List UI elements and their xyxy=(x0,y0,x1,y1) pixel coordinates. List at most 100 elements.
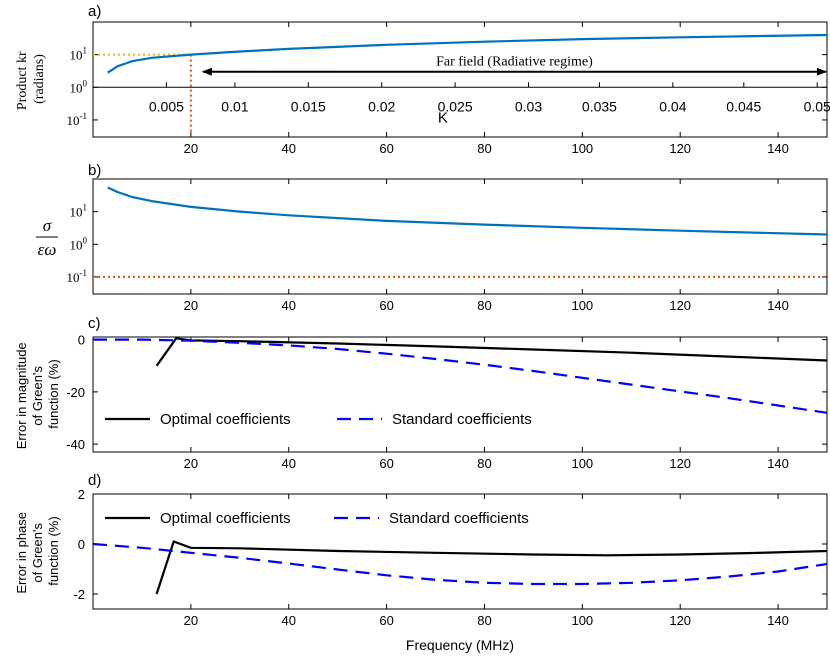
x-tick-label: 100 xyxy=(571,456,593,471)
y-axis-label-c-line3: function (%) xyxy=(46,359,61,428)
k-tick-label: 0.01 xyxy=(221,98,248,114)
series-line-standard-coefficients xyxy=(92,542,828,586)
panel-b: b) 20 40 60 80 100 120 140 10-1 100 101 σ εω xyxy=(36,162,828,313)
k-tick-label: 0.02 xyxy=(368,98,395,114)
y-tick-label: 0 xyxy=(78,537,85,552)
secondary-k-axis: K 0.005 0.01 0.015 0.02 0.025 0.03 0.035 0.04 0.… xyxy=(93,82,830,126)
y-tick-label: 0 xyxy=(78,333,85,348)
panel-c: c) 20 40 60 80 100 120 140 0 -20 -40 Optimal coef… xyxy=(14,315,828,471)
y-tick-label: -2 xyxy=(73,587,85,602)
x-tick-label: 80 xyxy=(477,613,491,628)
y-axis-label-c-line2: of Green's xyxy=(30,366,45,426)
y-axis-label-d-line1: Error in phase xyxy=(14,512,29,594)
x-tick-label: 100 xyxy=(571,613,593,628)
x-tick-label: 140 xyxy=(767,298,789,313)
x-tick-label: 40 xyxy=(281,298,295,313)
y-tick-label: 2 xyxy=(78,487,85,502)
legend-d-optimal-label: Optimal coefficients xyxy=(160,510,291,527)
x-tick-label: 20 xyxy=(184,298,198,313)
axes-frame-c xyxy=(92,336,828,453)
x-tick-label: 60 xyxy=(379,456,393,471)
y-axis-label-c: Error in magnitude of Green's function (… xyxy=(14,339,61,450)
y-axis-label-c-line1: Error in magnitude xyxy=(14,342,29,449)
x-tick-label: 120 xyxy=(669,298,691,313)
k-tick-label: 0.045 xyxy=(726,98,761,114)
axes-ticks-b: 20 40 60 80 100 120 140 10-1 100 101 xyxy=(67,179,827,313)
x-tick-label: 80 xyxy=(477,141,491,156)
y-axis-label-d-line2: of Green's xyxy=(30,523,45,583)
x-tick-label: 20 xyxy=(184,613,198,628)
x-tick-label: 20 xyxy=(184,141,198,156)
x-tick-label: 140 xyxy=(767,613,789,628)
k-tick-label: 0.04 xyxy=(659,98,686,114)
series-line-optimal-coefficients xyxy=(155,540,828,595)
k-tick-label: 0.05 xyxy=(804,98,830,114)
x-axis-label: Frequency (MHz) xyxy=(406,637,514,653)
series-group-a xyxy=(107,33,828,74)
legend-c-standard-label: Standard coefficients xyxy=(392,411,532,428)
y-axis-label-d-line3: function (%) xyxy=(46,516,61,585)
panel-label-a: a) xyxy=(88,3,101,20)
x-tick-label: 40 xyxy=(281,613,295,628)
y-axis-label-a-line2: (radians) xyxy=(32,54,47,104)
panel-a: a) 20 40 60 80 100 120 140 10-1 100 101 K 0.005 0.… xyxy=(15,3,830,156)
k-tick-label: 0.035 xyxy=(582,98,617,114)
ylabel-denominator: εω xyxy=(38,240,57,259)
x-tick-label: 100 xyxy=(571,141,593,156)
x-tick-label: 120 xyxy=(669,613,691,628)
x-tick-label: 60 xyxy=(379,141,393,156)
y-tick-label: -20 xyxy=(66,385,85,400)
legend-c: Optimal coefficients Standard coefficien… xyxy=(105,411,532,428)
y-axis-label-a: Product kr (radians) xyxy=(15,48,47,110)
y-tick-label: 100 xyxy=(70,78,88,95)
y-axis-label-b: σ εω xyxy=(36,216,58,259)
panel-label-c: c) xyxy=(88,315,101,332)
y-tick-label: 10-1 xyxy=(67,111,88,128)
x-tick-label: 80 xyxy=(477,456,491,471)
series-line-kr xyxy=(107,33,828,74)
legend-c-optimal-label: Optimal coefficients xyxy=(160,411,291,428)
x-tick-label: 20 xyxy=(184,456,198,471)
legend-d: Optimal coefficients Standard coefficien… xyxy=(105,510,529,527)
series-group-c xyxy=(93,337,828,414)
y-tick-label: -40 xyxy=(66,437,85,452)
x-tick-label: 60 xyxy=(379,613,393,628)
x-tick-label: 60 xyxy=(379,298,393,313)
k-tick-label: 0.005 xyxy=(149,98,184,114)
panel-label-d: d) xyxy=(88,472,101,489)
x-tick-label: 140 xyxy=(767,141,789,156)
series-line-sigma-over-eps-omega xyxy=(107,186,828,236)
x-tick-label: 40 xyxy=(281,456,295,471)
axes-frame-a xyxy=(92,21,828,138)
y-axis-label-a-line1: Product kr xyxy=(15,51,30,110)
x-tick-label: 100 xyxy=(571,298,593,313)
far-field-label: Far field (Radiative regime) xyxy=(436,55,593,70)
k-tick-label: 0.025 xyxy=(438,98,473,114)
y-tick-label: 10-1 xyxy=(67,268,88,285)
axes-ticks-a: 20 40 60 80 100 120 140 10-1 100 101 xyxy=(67,22,827,156)
legend-d-standard-label: Standard coefficients xyxy=(389,510,529,527)
series-line-standard-coefficients xyxy=(93,338,828,414)
k-axis-label: K xyxy=(438,109,448,126)
k-tick-label: 0.015 xyxy=(291,98,326,114)
far-field-annotation: Far field (Radiative regime) xyxy=(201,55,827,76)
axes-frame-b xyxy=(92,178,828,295)
ylabel-numerator: σ xyxy=(43,216,52,235)
y-axis-label-d: Error in phase of Green's function (%) xyxy=(14,508,61,593)
x-tick-label: 80 xyxy=(477,298,491,313)
y-tick-label: 101 xyxy=(70,203,88,220)
y-tick-label: 101 xyxy=(70,46,88,63)
series-group-d xyxy=(92,540,828,595)
x-tick-label: 140 xyxy=(767,456,789,471)
y-tick-label: 100 xyxy=(70,235,88,252)
guide-lines-a xyxy=(93,53,192,137)
panel-label-b: b) xyxy=(88,162,101,179)
x-tick-label: 40 xyxy=(281,141,295,156)
axes-ticks-c: 20 40 60 80 100 120 140 0 -20 -40 xyxy=(66,333,827,471)
x-tick-label: 120 xyxy=(669,141,691,156)
k-tick-label: 0.03 xyxy=(515,98,542,114)
x-tick-label: 120 xyxy=(669,456,691,471)
